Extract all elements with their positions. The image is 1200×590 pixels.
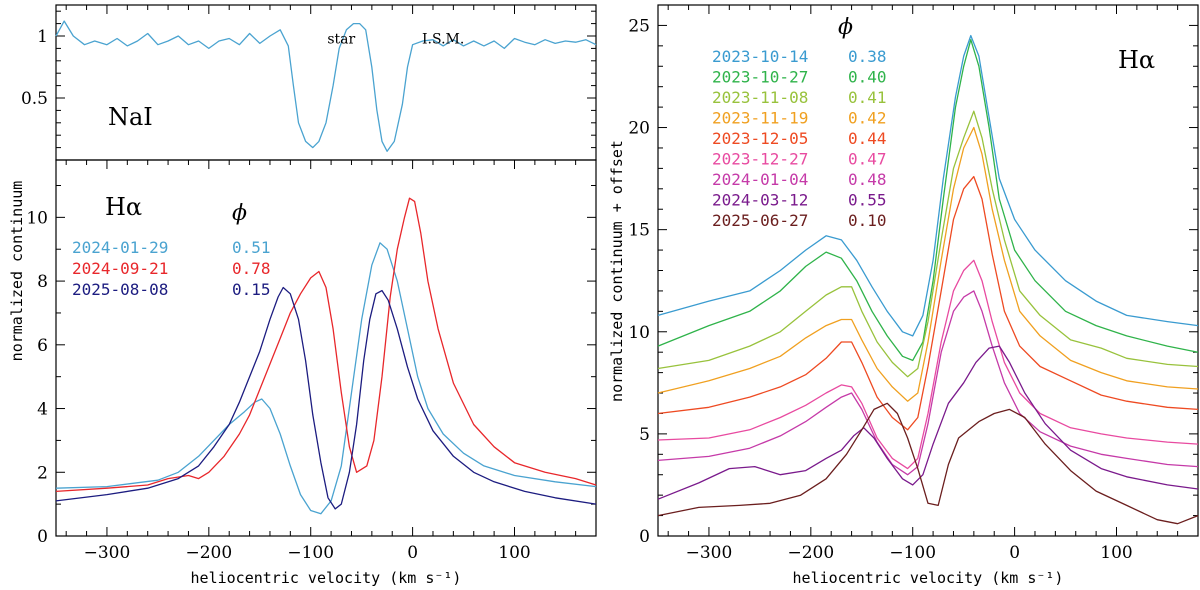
y-tick-label: 15 <box>628 221 650 241</box>
halpha-right-panel: −300 −200 −100 0 100 0 5 10 15 20 25 Hα ϕ 2023-10… <box>628 4 1199 587</box>
halpha-right-legend: 2023-10-14 0.38 2023-10-27 0.40 2023-11-08 0.… <box>712 47 887 230</box>
nai-panel: 0.51 NaI star I.S.M. <box>21 4 597 161</box>
y-tick-label: 0 <box>37 527 48 547</box>
series-line-2024-01-29 <box>55 242 597 515</box>
legend-date: 2023-10-27 <box>712 68 808 87</box>
nai-frame <box>55 4 597 161</box>
nai-axis-ticks <box>56 5 597 149</box>
halpha-right-xtick-labels: −300 −200 −100 0 100 <box>686 543 1133 563</box>
legend-date: 2024-01-04 <box>712 170 808 189</box>
y-tick-label: 6 <box>37 336 48 356</box>
legend-phase: 0.38 <box>848 47 887 66</box>
nai-ytick-labels: 0.51 <box>21 27 48 109</box>
legend-phase: 0.10 <box>848 211 887 230</box>
x-tick-label: 100 <box>1100 543 1132 563</box>
y-tick-label: 10 <box>628 323 650 343</box>
annotation-star: star <box>327 32 355 48</box>
series-line-NaI <box>55 20 597 152</box>
halpha-left-label: Hα <box>105 193 142 221</box>
nai-curves <box>55 20 597 152</box>
legend-phase: 0.55 <box>848 191 887 210</box>
legend-date: 2023-11-19 <box>712 109 808 128</box>
series-line-2025-06-27 <box>657 402 1199 525</box>
series-line-2023-10-14 <box>657 34 1199 337</box>
annotation-ism: I.S.M. <box>422 32 464 48</box>
legend-date: 2023-10-14 <box>712 47 808 66</box>
series-line-2023-11-19 <box>657 126 1199 402</box>
legend-date: 2023-11-08 <box>712 88 808 107</box>
halpha-left-xtick-labels: −300 −200 −100 0 100 <box>84 543 531 563</box>
halpha-right-label: Hα <box>1118 46 1155 74</box>
legend-phase: 0.15 <box>232 280 271 299</box>
legend-date: 2024-01-29 <box>72 238 168 257</box>
series-line-2025-08-08 <box>55 286 597 510</box>
x-tick-label: −100 <box>889 543 936 563</box>
halpha-left-frame <box>55 159 597 537</box>
y-tick-label: 0.5 <box>21 89 48 109</box>
y-tick-label: 1 <box>37 27 48 47</box>
series-line-2023-12-05 <box>657 175 1199 431</box>
x-tick-label: −300 <box>84 543 131 563</box>
halpha-left-xlabel: heliocentric velocity (km s⁻¹) <box>191 569 462 587</box>
x-tick-label: −100 <box>287 543 334 563</box>
y-tick-label: 20 <box>628 119 650 139</box>
left-ylabel: normalized continuum <box>8 181 26 362</box>
series-line-2024-01-04 <box>657 290 1199 476</box>
legend-phase: 0.40 <box>848 68 887 87</box>
legend-date: 2024-09-21 <box>72 259 168 278</box>
halpha-left-axis-ticks <box>56 160 597 537</box>
x-tick-label: −200 <box>185 543 232 563</box>
halpha-right-phi-header: ϕ <box>838 15 853 40</box>
legend-phase: 0.51 <box>232 238 271 257</box>
y-tick-label: 5 <box>639 425 650 445</box>
series-line-2023-10-27 <box>657 39 1199 362</box>
series-line-2024-03-12 <box>657 345 1199 500</box>
halpha-left-panel: −300 −200 −100 0 100 0 2 4 6 8 10 Hα ϕ 2024-01-29… <box>26 159 597 587</box>
y-tick-label: 8 <box>37 272 48 292</box>
series-line-2024-09-21 <box>55 197 597 493</box>
series-line-2023-12-27 <box>657 259 1199 470</box>
halpha-right-xlabel: heliocentric velocity (km s⁻¹) <box>793 569 1064 587</box>
legend-phase: 0.44 <box>848 129 887 148</box>
y-tick-label: 0 <box>639 527 650 547</box>
legend-date: 2023-12-27 <box>712 150 808 169</box>
halpha-right-axis-ticks <box>658 5 1199 536</box>
legend-phase: 0.48 <box>848 170 887 189</box>
halpha-left-phi-header: ϕ <box>232 201 247 226</box>
x-tick-label: 0 <box>407 543 418 563</box>
legend-date: 2025-08-08 <box>72 280 168 299</box>
halpha-right-ytick-labels: 0 5 10 15 20 25 <box>628 16 650 547</box>
legend-date: 2024-03-12 <box>712 191 808 210</box>
legend-date: 2025-06-27 <box>712 211 808 230</box>
right-ylabel: normalized continuum + offset <box>608 140 626 402</box>
x-tick-label: 100 <box>498 543 530 563</box>
halpha-right-curves <box>657 34 1199 525</box>
x-tick-label: −200 <box>787 543 834 563</box>
legend-phase: 0.78 <box>232 259 271 278</box>
legend-date: 2023-12-05 <box>712 129 808 148</box>
y-tick-label: 2 <box>37 463 48 483</box>
y-tick-label: 4 <box>37 400 48 420</box>
nai-label: NaI <box>108 103 153 131</box>
legend-phase: 0.41 <box>848 88 887 107</box>
series-line-2023-11-08 <box>657 110 1199 378</box>
y-tick-label: 10 <box>26 208 48 228</box>
legend-phase: 0.42 <box>848 109 887 128</box>
halpha-left-curves <box>55 197 597 515</box>
x-tick-label: 0 <box>1009 543 1020 563</box>
y-tick-label: 25 <box>628 16 650 36</box>
halpha-left-ytick-labels: 0 2 4 6 8 10 <box>26 208 48 547</box>
legend-phase: 0.47 <box>848 150 887 169</box>
halpha-left-legend: 2024-01-29 0.51 2024-09-21 0.78 2025-08-08 0.… <box>72 238 271 299</box>
x-tick-label: −300 <box>686 543 733 563</box>
